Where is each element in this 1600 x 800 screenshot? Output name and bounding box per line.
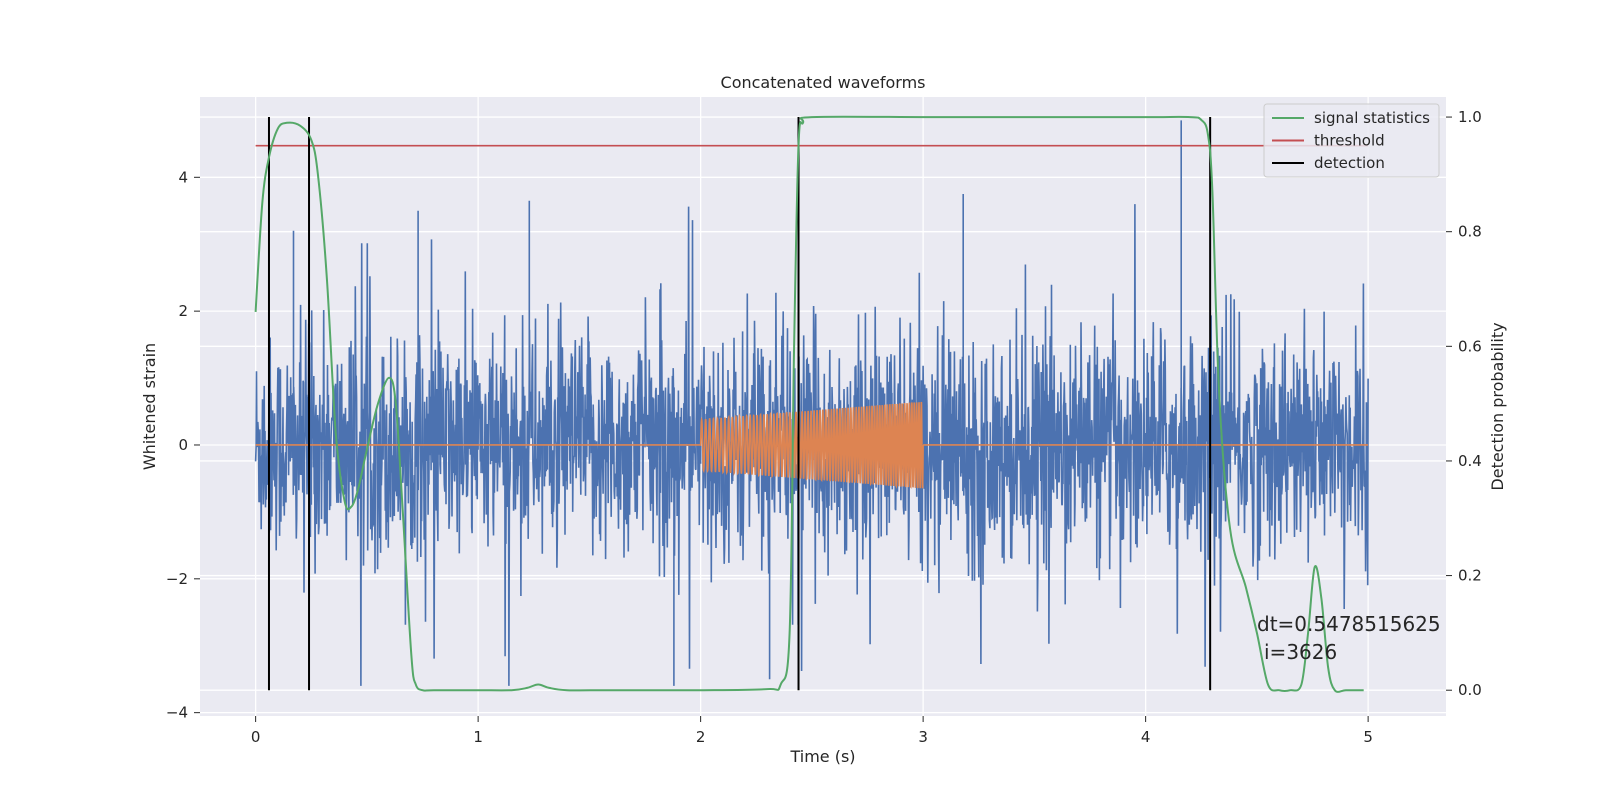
annotation-dt: dt=0.5478515625 — [1257, 612, 1441, 636]
injected-waveform-line — [255, 401, 1369, 489]
y-left-tick-label: 2 — [178, 302, 188, 320]
legend-label-threshold: threshold — [1314, 132, 1385, 150]
x-axis-label: Time (s) — [789, 747, 855, 766]
legend-label-detection: detection — [1314, 154, 1385, 172]
x-tick-label: 0 — [251, 728, 261, 746]
legend-box — [1263, 103, 1440, 178]
x-tick-label: 4 — [1141, 728, 1151, 746]
y-axis-right-label: Detection probability — [1488, 322, 1507, 490]
y-right-tick-label: 0.2 — [1458, 567, 1482, 585]
statistics-overlay — [254, 115, 1369, 693]
x-tick-label: 5 — [1363, 728, 1373, 746]
x-tick-label: 1 — [473, 728, 483, 746]
legend: signal statistics threshold detection — [1263, 103, 1440, 178]
y-right-tick-label: 0.4 — [1458, 452, 1482, 470]
signal-statistics-line — [254, 115, 1364, 693]
y-right-tick-label: 0.6 — [1458, 337, 1482, 355]
injected-waveform-series — [255, 401, 1369, 489]
legend-label-signal-statistics: signal statistics — [1314, 109, 1430, 127]
y-left-tick-label: −4 — [166, 704, 188, 722]
tick-layer: 0 1 2 3 4 5 −4 −2 0 2 4 0.0 0.2 0.4 0.6 0.8 1.0 — [166, 108, 1482, 746]
y-right-tick-label: 0.8 — [1458, 223, 1482, 241]
x-tick-label: 3 — [918, 728, 928, 746]
annotation-index: i=3626 — [1264, 640, 1337, 664]
chart-title: Concatenated waveforms — [721, 73, 926, 92]
x-tick-label: 2 — [696, 728, 706, 746]
y-left-tick-label: −2 — [166, 570, 188, 588]
y-axis-left-label: Whitened strain — [140, 343, 159, 470]
y-right-tick-label: 1.0 — [1458, 108, 1482, 126]
y-left-tick-label: 4 — [178, 168, 188, 186]
y-left-tick-label: 0 — [178, 436, 188, 454]
y-right-tick-label: 0.0 — [1458, 681, 1482, 699]
plot-series-group — [254, 115, 1369, 693]
